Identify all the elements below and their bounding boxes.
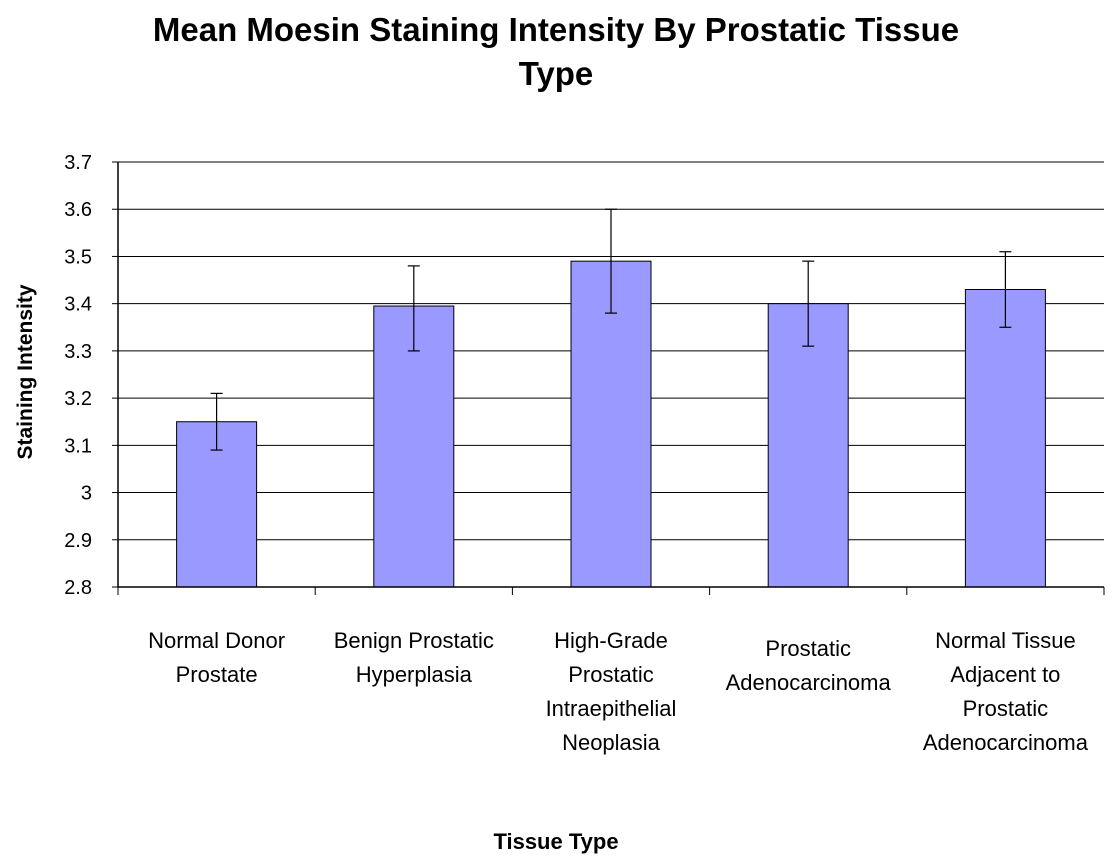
x-tick-label-line: Prostatic [905, 692, 1105, 726]
x-tick-label: High-Grade Prostatic Intraepithelial Neopla… [511, 624, 711, 760]
bar [965, 290, 1045, 588]
y-tick-label: 3 [81, 483, 92, 505]
x-tick-label-line: Adenocarcinoma [905, 726, 1105, 760]
x-tick-label-line: High-Grade [511, 624, 711, 658]
y-tick-label: 3.5 [64, 246, 92, 268]
x-tick-label-line: Intraepithelial [511, 692, 711, 726]
y-tick-labels: 2.8 2.9 3 3.1 3.2 3.3 3.4 3.5 3.6 3.7 [64, 152, 92, 599]
y-tick-label: 3.2 [64, 388, 92, 410]
y-tick-label: 3.1 [64, 435, 92, 457]
x-tick-label: Normal Donor Prostate [117, 624, 317, 692]
y-tick-label: 3.4 [64, 294, 92, 316]
y-tick-label: 3.3 [64, 341, 92, 363]
x-tick-label: Prostatic Adenocarcinoma [708, 632, 908, 700]
x-tick-label-line: Neoplasia [511, 726, 711, 760]
y-axis-label: Staining Intensity [14, 284, 38, 459]
y-tick-label: 2.8 [64, 577, 92, 599]
y-tick-label: 2.9 [64, 530, 92, 552]
x-tick-label-line: Prostate [117, 658, 317, 692]
y-tick-label: 3.7 [64, 152, 92, 174]
x-tick-label: Benign Prostatic Hyperplasia [314, 624, 514, 692]
x-tick-label-line: Benign Prostatic [314, 624, 514, 658]
x-tick-label-line: Normal Donor [117, 624, 317, 658]
x-tick-label: Normal Tissue Adjacent to Prostatic Adenoca… [905, 624, 1105, 760]
x-tick-label-line: Adenocarcinoma [708, 666, 908, 700]
x-tick-label-line: Hyperplasia [314, 658, 514, 692]
x-tick-label-line: Prostatic [511, 658, 711, 692]
x-axis-label: Tissue Type [0, 829, 1112, 855]
x-tick-label-line: Normal Tissue [905, 624, 1105, 658]
x-tick-label-line: Prostatic [708, 632, 908, 666]
y-tick-label: 3.6 [64, 199, 92, 221]
x-tick-label-line: Adjacent to [905, 658, 1105, 692]
